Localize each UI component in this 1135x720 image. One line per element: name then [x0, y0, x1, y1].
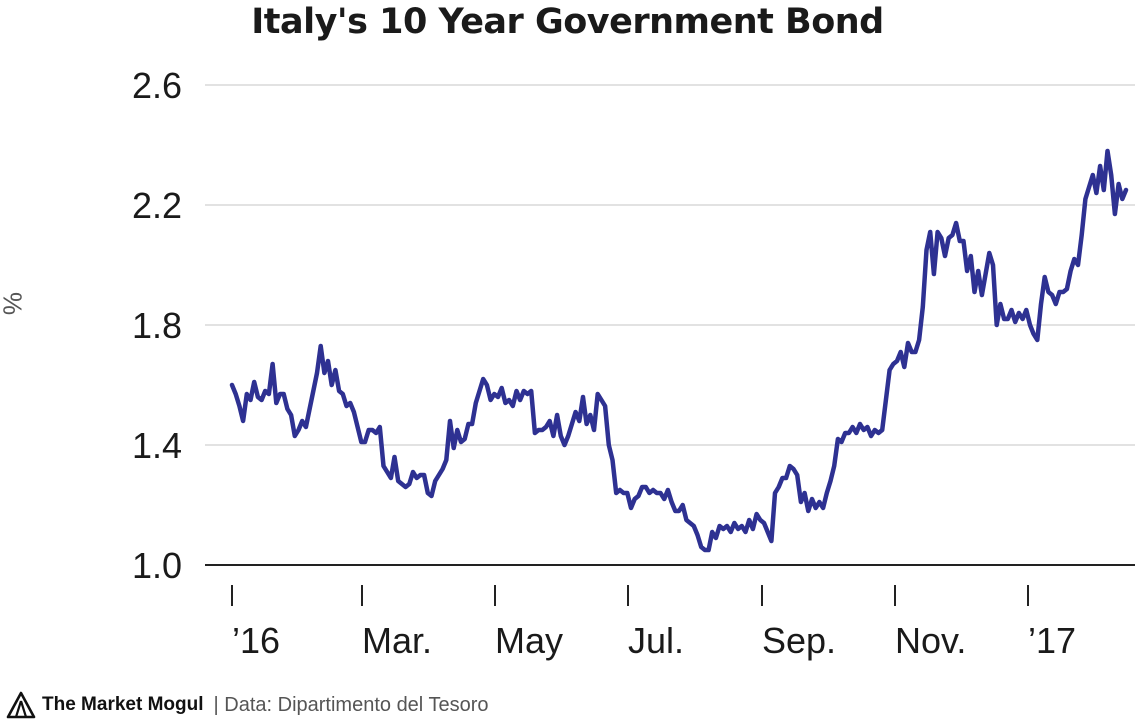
series-line [229, 148, 1129, 553]
x-tick-label: ’16 [232, 620, 280, 661]
x-tick-label: Mar. [362, 620, 432, 661]
y-tick-label: 2.6 [132, 65, 182, 106]
market-mogul-logo-icon [6, 691, 36, 719]
line-chart: 1.01.41.82.22.6 ’16 Mar. May Jul. Sep. Nov. ’1… [132, 65, 1135, 661]
brand-name: The Market Mogul [42, 694, 204, 715]
y-tick-label: 1.0 [132, 545, 182, 586]
y-tick-label: 1.8 [132, 305, 182, 346]
x-tick-label: Jul. [628, 620, 684, 661]
x-tick-label: Sep. [762, 620, 836, 661]
y-tick-label: 1.4 [132, 425, 182, 466]
x-tick-label: ’17 [1028, 620, 1076, 661]
x-ticks [231, 585, 1029, 606]
x-tick-labels: ’16 Mar. May Jul. Sep. Nov. ’17 [232, 620, 1076, 661]
y-tick-labels: 1.0 1.4 1.8 2.2 2.6 [132, 65, 182, 586]
x-tick-label: Nov. [895, 620, 966, 661]
footer: The Market Mogul | Data: Dipartimento de… [6, 690, 488, 720]
y-tick-label: 2.2 [132, 185, 182, 226]
data-source: | Data: Dipartimento del Tesoro [213, 693, 489, 716]
gridlines [205, 84, 1135, 566]
series-layer [229, 148, 1129, 553]
x-tick-label: May [495, 620, 563, 661]
chart-title: Italy's 10 Year Government Bond [251, 2, 884, 42]
